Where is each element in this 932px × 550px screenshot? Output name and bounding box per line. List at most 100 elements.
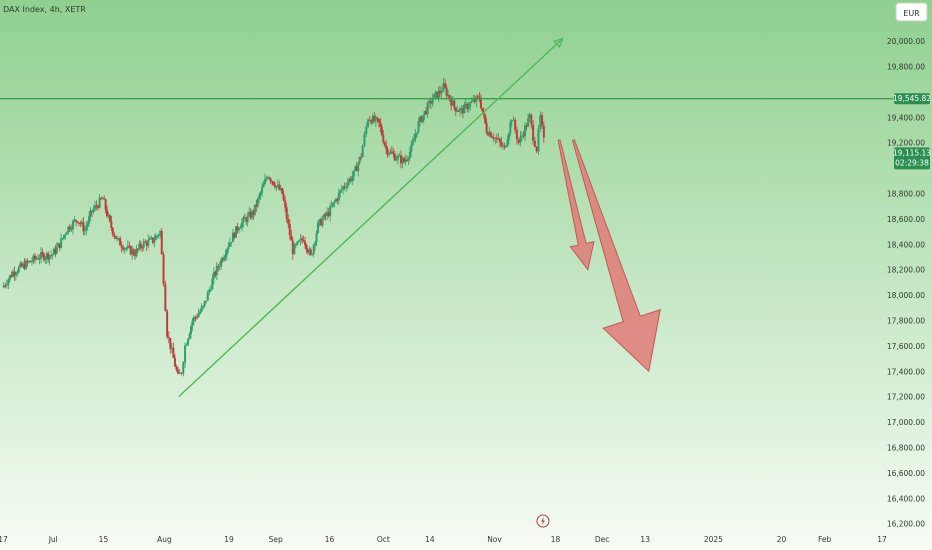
candle-body <box>80 222 83 224</box>
candle <box>281 187 284 195</box>
candle <box>19 260 22 269</box>
candle-body <box>470 101 473 103</box>
candle <box>385 140 388 155</box>
candle <box>94 200 97 212</box>
flash-icon-ring[interactable] <box>536 514 550 528</box>
candle-body <box>173 357 176 367</box>
candle <box>191 317 194 332</box>
currency-button[interactable]: EUR <box>895 2 928 22</box>
candle-body <box>29 261 32 263</box>
candle-body <box>271 181 274 183</box>
price-axis[interactable]: 16,200.00 16,400.00 16,600.00 16,800.00 17,0… <box>887 37 925 529</box>
candle-body <box>167 336 170 338</box>
candle <box>138 240 141 251</box>
bearish-projection-arrow[interactable] <box>571 139 661 373</box>
x-tick-label: Nov <box>487 535 502 544</box>
candle <box>426 100 429 119</box>
candle-body <box>533 140 536 147</box>
candle-body <box>263 179 266 185</box>
candle <box>501 142 504 150</box>
candle <box>321 215 324 228</box>
candle <box>276 179 279 189</box>
candle-body <box>302 239 305 242</box>
candle-body <box>111 227 114 235</box>
candle <box>456 105 459 113</box>
candle-body <box>2 285 5 288</box>
candle-body <box>388 153 391 155</box>
candle <box>208 287 211 296</box>
currency-button-label[interactable]: EUR <box>903 9 920 18</box>
candle <box>167 331 170 343</box>
candle <box>520 131 523 142</box>
candle <box>349 175 352 184</box>
candle <box>447 89 450 99</box>
annotation-arrows[interactable] <box>557 139 661 373</box>
candle-body <box>37 258 40 260</box>
candle <box>148 235 151 241</box>
candle <box>279 184 282 192</box>
time-axis[interactable]: 17 Jul 15 Aug 19 Sep 16 Oct 14 Nov 18 Dec 13 2025 20 Fe… <box>0 535 887 544</box>
candle <box>159 229 162 239</box>
candle <box>327 207 330 218</box>
flash-icon-button[interactable] <box>536 514 550 528</box>
candle <box>173 354 176 367</box>
candle <box>97 204 100 211</box>
candle <box>187 338 190 347</box>
candle-body <box>51 254 54 256</box>
bearish-projection-arrow[interactable] <box>557 139 595 271</box>
candle-body <box>50 255 53 257</box>
candle-body <box>41 252 44 254</box>
candle <box>35 255 38 261</box>
candle <box>48 254 51 266</box>
candle-body <box>178 372 181 374</box>
y-tick-label: 18,400.00 <box>887 240 925 249</box>
candle <box>460 104 463 115</box>
candle-body <box>459 108 462 112</box>
candle-body <box>8 275 11 280</box>
candle <box>320 216 323 227</box>
flash-icon[interactable] <box>541 517 545 525</box>
candle-body <box>89 210 92 217</box>
candle-body <box>431 98 434 104</box>
candle <box>314 241 317 251</box>
trendline[interactable] <box>178 37 564 398</box>
candle-body <box>445 87 448 96</box>
candle-body <box>460 108 463 110</box>
candle <box>339 189 342 198</box>
candle <box>522 131 525 139</box>
candle-body <box>116 238 119 240</box>
candle <box>368 116 371 122</box>
candle-body <box>144 241 147 243</box>
candle-body <box>139 243 142 248</box>
candle <box>52 247 55 255</box>
candle <box>535 146 538 154</box>
candle <box>217 263 220 272</box>
candle <box>37 254 40 261</box>
candle <box>481 107 484 113</box>
y-tick-label: 17,400.00 <box>887 367 925 376</box>
candle <box>451 95 454 107</box>
candle <box>323 213 326 221</box>
currency-button-frame[interactable] <box>895 2 928 22</box>
candle-body <box>242 217 245 223</box>
candle-body <box>75 219 78 222</box>
candle <box>10 271 13 278</box>
candle-body <box>334 199 337 202</box>
candle-body <box>228 242 231 247</box>
candle <box>65 231 68 235</box>
candle <box>532 120 535 145</box>
candle-body <box>253 204 256 215</box>
candle-body <box>503 145 506 147</box>
candle-body <box>492 137 495 140</box>
candle-body <box>23 263 26 269</box>
candle-body <box>368 119 371 121</box>
candle-body <box>164 284 167 311</box>
candle <box>144 239 147 243</box>
candle <box>73 216 76 223</box>
candle <box>363 131 366 148</box>
candle-body <box>189 326 192 335</box>
candle <box>386 146 389 158</box>
candle <box>317 220 320 234</box>
candle-body <box>444 83 447 88</box>
